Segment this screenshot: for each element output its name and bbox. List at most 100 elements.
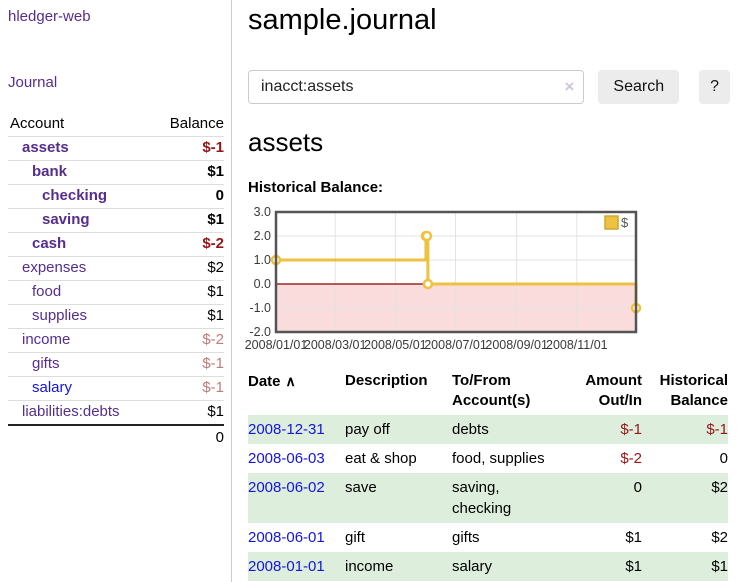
transaction-balance: $2 xyxy=(642,473,728,523)
account-link-assets[interactable]: assets xyxy=(22,139,69,156)
accounts-total-row: 0 xyxy=(8,424,224,449)
account-balance: $1 xyxy=(207,163,224,180)
account-row-cash: cash $-2 xyxy=(8,233,224,257)
svg-text:3.0: 3.0 xyxy=(254,205,271,219)
help-button[interactable]: ? xyxy=(699,70,730,104)
transaction-amount: 0 xyxy=(555,473,642,523)
account-row-bank: bank $1 xyxy=(8,161,224,185)
transaction-date-link[interactable]: 2008-01-01 xyxy=(248,558,325,575)
search-input[interactable] xyxy=(248,70,585,104)
account-balance: $1 xyxy=(207,307,224,324)
main-content: sample.journal × Search ? assets Histori… xyxy=(245,0,730,581)
svg-text:2008/11/01: 2008/11/01 xyxy=(546,338,608,352)
register-row: 2008-06-01 gift gifts $1 $2 xyxy=(248,523,728,552)
transaction-date-link[interactable]: 2008-06-01 xyxy=(248,529,325,546)
transaction-amount: $-2 xyxy=(620,450,642,467)
transaction-balance: $1 xyxy=(642,552,728,581)
transaction-accounts: salary xyxy=(452,552,555,581)
account-row-supplies: supplies $1 xyxy=(8,305,224,329)
account-row-income: income $-2 xyxy=(8,329,224,353)
sidebar: hledger-web Journal Account Balance asse… xyxy=(0,0,232,582)
account-balance: $-2 xyxy=(202,331,224,348)
transaction-date-link[interactable]: 2008-06-03 xyxy=(248,450,325,467)
column-header-amount: Amount Out/In xyxy=(585,372,642,409)
account-link-cash[interactable]: cash xyxy=(32,235,67,252)
transaction-date-link[interactable]: 2008-06-02 xyxy=(248,479,325,496)
account-balance: $1 xyxy=(207,211,224,228)
account-row-salary: salary $-1 xyxy=(8,377,224,401)
svg-text:$: $ xyxy=(621,215,629,230)
account-link-food[interactable]: food xyxy=(32,283,62,300)
account-link-salary[interactable]: salary xyxy=(32,379,73,396)
svg-text:2008/03/01: 2008/03/01 xyxy=(304,338,367,352)
svg-text:2008/09/01: 2008/09/01 xyxy=(485,338,548,352)
transaction-amount: $-1 xyxy=(555,415,642,444)
transaction-accounts: saving, checking xyxy=(452,473,555,523)
account-balance: $-1 xyxy=(202,355,224,372)
account-link-income[interactable]: income xyxy=(22,331,71,348)
column-header-date[interactable]: Date ∧ xyxy=(248,369,345,415)
column-header-balance: Historical Balance xyxy=(659,372,728,409)
account-row-saving: saving $1 xyxy=(8,209,224,233)
account-link-supplies[interactable]: supplies xyxy=(32,307,88,324)
account-balance: $-1 xyxy=(202,379,224,396)
column-header-accounts: To/From Account(s) xyxy=(452,372,531,409)
accounts-header-account: Account xyxy=(10,115,65,132)
accounts-total-value: 0 xyxy=(215,429,224,446)
transaction-description: eat & shop xyxy=(345,450,417,467)
sidebar-item-journal[interactable]: Journal xyxy=(8,74,58,91)
account-balance: $1 xyxy=(207,403,224,420)
historical-balance-chart: 3.0 2.0 1.0 0.0 -1.0 -2.0 2008/01/01 2008/03/01… xyxy=(245,205,730,355)
account-row-expenses: expenses $2 xyxy=(8,257,224,281)
account-balance: $-2 xyxy=(202,235,224,252)
svg-text:2008/01/01: 2008/01/01 xyxy=(245,338,308,352)
register-header-row: Date ∧ Description To/From Account(s) Amo… xyxy=(248,369,728,415)
chart-title: Historical Balance: xyxy=(248,179,384,196)
svg-text:-2.0: -2.0 xyxy=(249,325,271,339)
line-chart-svg: 3.0 2.0 1.0 0.0 -1.0 -2.02008/01/012008/03/01… xyxy=(245,205,642,352)
account-row-checking: checking 0 xyxy=(8,185,224,209)
account-row-liabilities-debts: liabilities:debts $1 xyxy=(8,401,224,424)
account-balance: $2 xyxy=(207,259,224,276)
accounts-tree: Account Balance assets $-1 bank $1 check… xyxy=(8,112,224,449)
transaction-description: income xyxy=(345,552,452,581)
app-brand-link[interactable]: hledger-web xyxy=(8,8,91,25)
register-table: Date ∧ Description To/From Account(s) Amo… xyxy=(248,369,728,581)
transaction-description: save xyxy=(345,473,452,523)
clear-search-icon[interactable]: × xyxy=(564,77,575,96)
svg-text:2008/07/01: 2008/07/01 xyxy=(424,338,487,352)
account-link-saving[interactable]: saving xyxy=(42,211,90,228)
transaction-date-link[interactable]: 2008-12-31 xyxy=(248,421,325,438)
transaction-accounts: gifts xyxy=(452,529,480,546)
svg-text:2.0: 2.0 xyxy=(254,229,271,243)
transaction-description: pay off xyxy=(345,415,452,444)
search-button[interactable]: Search xyxy=(598,70,680,104)
svg-text:0.0: 0.0 xyxy=(254,277,271,291)
account-balance: $1 xyxy=(207,283,224,300)
register-row: 2008-12-31 pay off debts $-1 $-1 xyxy=(248,415,728,444)
transaction-description: gift xyxy=(345,529,366,546)
account-link-liabilities-debts[interactable]: liabilities:debts xyxy=(22,403,120,420)
account-link-gifts[interactable]: gifts xyxy=(32,355,60,372)
account-balance: 0 xyxy=(215,187,224,204)
account-link-expenses[interactable]: expenses xyxy=(22,259,87,276)
register-row: 2008-06-03 eat & shop food, supplies $-2… xyxy=(248,444,728,473)
account-row-gifts: gifts $-1 xyxy=(8,353,224,377)
account-link-bank[interactable]: bank xyxy=(32,163,68,180)
transaction-amount: $1 xyxy=(625,529,642,546)
account-link-checking[interactable]: checking xyxy=(42,187,108,204)
svg-text:1.0: 1.0 xyxy=(254,253,271,267)
accounts-header-balance: Balance xyxy=(169,115,224,132)
account-heading: assets xyxy=(248,127,324,157)
account-row-food: food $1 xyxy=(8,281,224,305)
page-title: sample.journal xyxy=(248,4,437,36)
column-header-description: Description xyxy=(345,372,428,389)
date-header-label: Date xyxy=(248,373,281,390)
svg-text:-1.0: -1.0 xyxy=(249,301,271,315)
transaction-balance: 0 xyxy=(719,450,728,467)
register-row: 2008-06-02 save saving, checking 0 $2 xyxy=(248,473,728,523)
transaction-amount: $1 xyxy=(555,552,642,581)
transaction-balance: $-1 xyxy=(642,415,728,444)
account-balance: $-1 xyxy=(202,139,224,156)
transaction-accounts: food, supplies xyxy=(452,450,545,467)
